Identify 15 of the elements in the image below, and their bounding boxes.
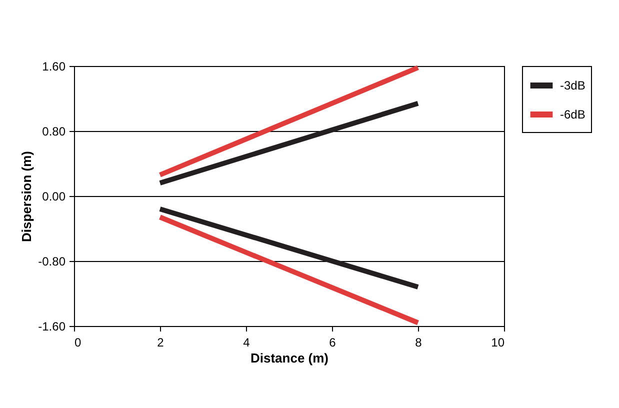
y-tick-label: 0.00 [42, 190, 66, 204]
y-tick-label: -1.60 [38, 320, 66, 334]
y-tick-label: 0.80 [42, 124, 66, 138]
legend-label: -3dB [560, 78, 586, 92]
x-axis-title: Distance (m) [250, 350, 329, 366]
x-tick-label: 2 [157, 336, 164, 350]
x-tick-label: 8 [415, 336, 422, 350]
y-axis-title: Dispersion (m) [19, 150, 34, 242]
y-tick-label: 1.60 [42, 60, 66, 74]
legend-label: -6dB [560, 108, 586, 122]
y-tick-label: -0.80 [38, 254, 66, 268]
x-tick-label: 4 [243, 336, 250, 350]
x-tick-label: 0 [74, 336, 82, 350]
x-tick-label: 6 [329, 336, 336, 350]
x-tick-label: 10 [491, 336, 505, 350]
